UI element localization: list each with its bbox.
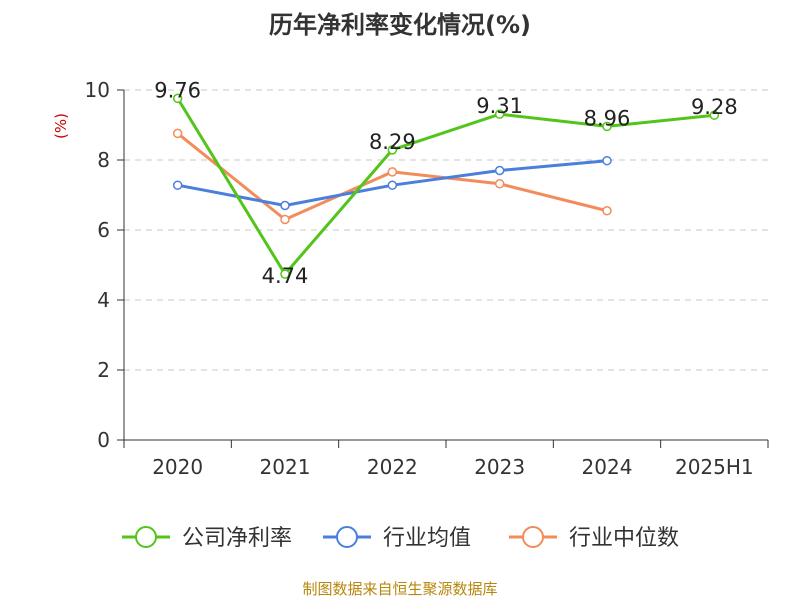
data-label: 9.76 [154, 78, 201, 102]
y-tick-label: 2 [97, 358, 110, 382]
data-point [602, 121, 612, 132]
y-tick-labels: 0 2 4 6 8 10 [85, 78, 110, 452]
x-tick-label: 2023 [474, 455, 525, 479]
legend-marker [336, 526, 358, 548]
data-point [280, 269, 290, 279]
data-point [494, 109, 505, 119]
series-0 [172, 93, 720, 279]
data-point [387, 167, 398, 177]
data-label: 9.31 [476, 94, 523, 118]
y-tick-label: 6 [97, 218, 110, 242]
gridlines [124, 89, 768, 371]
data-point [172, 128, 183, 139]
legend-item[interactable]: 公司净利率 [122, 526, 292, 551]
data-point [280, 200, 290, 211]
data-point [602, 206, 612, 216]
x-tick-label: 2020 [152, 455, 203, 479]
data-point [172, 93, 183, 104]
legend-label: 行业中位数 [569, 526, 679, 551]
x-tick-labels: 2020 2021 2022 2023 2024 2025H1 [152, 455, 753, 479]
axes [117, 89, 769, 448]
x-tick-label: 2024 [582, 455, 633, 479]
data-label: 9.28 [691, 95, 738, 119]
legend[interactable]: 公司净利率 行业均值 行业中位数 [122, 526, 679, 551]
x-tick-label: 2021 [260, 455, 311, 479]
x-tick-label: 2022 [367, 455, 418, 479]
data-point [280, 214, 290, 225]
legend-label: 公司净利率 [182, 526, 292, 551]
data-point [709, 110, 720, 120]
x-tick-label: 2025H1 [675, 455, 754, 479]
data-labels: 9.76 4.74 8.29 9.31 8.96 9.28 [154, 78, 737, 288]
series-2 [172, 128, 612, 225]
data-point [494, 179, 505, 189]
data-point [172, 180, 183, 190]
legend-item[interactable]: 行业均值 [323, 526, 471, 551]
y-tick-label: 8 [97, 148, 110, 172]
source-note: 制图数据来自恒生聚源数据库 [302, 580, 497, 598]
y-tick-label: 4 [97, 288, 110, 312]
data-point [387, 145, 398, 155]
data-point [387, 180, 398, 190]
data-point [494, 165, 505, 176]
legend-marker [135, 526, 157, 548]
data-label: 8.29 [369, 130, 416, 154]
legend-marker [522, 526, 544, 548]
y-tick-label: 10 [85, 78, 110, 102]
y-tick-label: 0 [97, 428, 110, 452]
y-axis-unit: (%) [52, 113, 70, 139]
data-point [602, 155, 612, 166]
legend-item[interactable]: 行业中位数 [509, 526, 679, 551]
series-1 [172, 155, 612, 211]
data-label: 4.74 [262, 264, 309, 288]
series-lines [172, 93, 720, 279]
legend-label: 行业均值 [383, 526, 471, 551]
chart-title: 历年净利率变化情况(%) [269, 11, 531, 39]
series-line [176, 97, 715, 276]
data-label: 8.96 [584, 106, 631, 130]
